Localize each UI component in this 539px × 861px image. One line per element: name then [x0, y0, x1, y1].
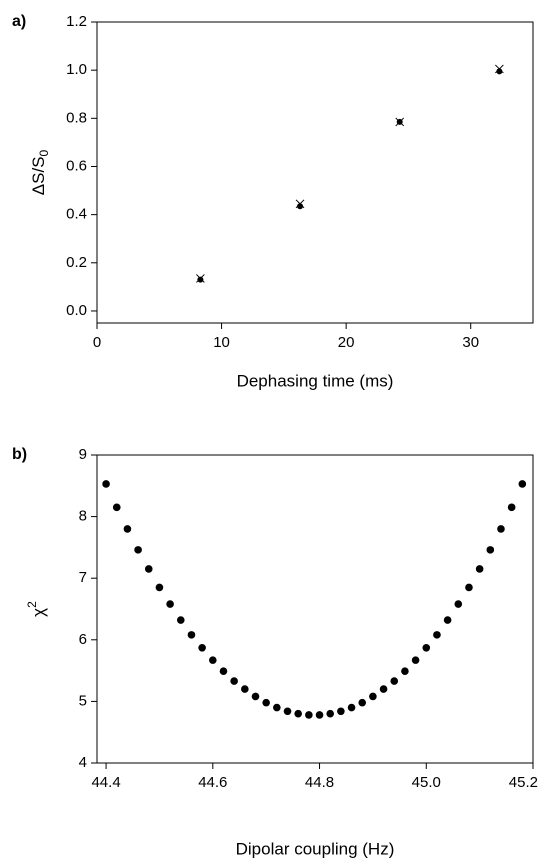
- y-tick-label: 8: [79, 508, 87, 525]
- y-tick-label: 1.2: [66, 13, 87, 30]
- dot-marker: [422, 644, 431, 652]
- dot-marker: [176, 616, 185, 624]
- y-tick-label: 0.0: [66, 302, 87, 319]
- dot-marker: [518, 480, 527, 488]
- y-axis-label: ΔS/S0: [29, 149, 51, 195]
- dot-marker: [411, 656, 420, 664]
- x-axis-label: Dephasing time (ms): [237, 371, 394, 390]
- dot-marker: [230, 677, 238, 685]
- dot-marker: [454, 600, 463, 608]
- x-tick-label: 30: [462, 334, 479, 351]
- dot-marker: [475, 565, 484, 573]
- dot-marker: [134, 546, 142, 554]
- dot-marker: [401, 667, 409, 676]
- dot-marker: [241, 685, 249, 693]
- dot-marker: [465, 583, 473, 592]
- plot-frame: [96, 21, 534, 324]
- y-tick-label: 1.0: [66, 61, 87, 78]
- y-tick-label: 4: [79, 754, 87, 771]
- y-tick-label: 9: [79, 446, 87, 463]
- x-tick-label: 10: [213, 334, 230, 351]
- dot-marker: [358, 698, 367, 707]
- dot-marker: [273, 703, 281, 712]
- dot-marker: [112, 503, 121, 512]
- dot-marker: [262, 698, 270, 707]
- y-axis-label-text: χ: [29, 608, 48, 617]
- dot-marker: [433, 631, 441, 639]
- x-tick-label: 44.8: [305, 774, 334, 791]
- cross-stroke: [295, 199, 305, 209]
- dot-marker: [443, 616, 452, 624]
- y-tick-label: 0.4: [66, 206, 87, 223]
- x-tick-label: 0: [93, 334, 101, 351]
- y-axis-label-superscript: 2: [25, 601, 39, 608]
- panel-label: a): [12, 13, 26, 30]
- dot-marker: [144, 565, 153, 573]
- dot-marker: [251, 692, 260, 701]
- y-tick-label: 5: [79, 692, 87, 709]
- cross-stroke: [395, 117, 405, 127]
- x-axis-label: Dipolar coupling (Hz): [236, 839, 395, 858]
- y-tick-label: 0.2: [66, 254, 87, 271]
- x-tick-label: 45.2: [509, 774, 538, 791]
- cross-marker: [395, 117, 405, 127]
- cross-marker: [196, 274, 205, 283]
- dot-marker: [155, 583, 164, 592]
- dot-marker: [486, 546, 495, 554]
- dot-marker: [315, 711, 324, 719]
- cross-stroke: [495, 64, 504, 74]
- dot-marker: [283, 707, 292, 716]
- dot-marker: [219, 667, 228, 676]
- dot-marker: [507, 503, 516, 512]
- x-tick-label: 44.4: [91, 774, 120, 791]
- y-tick-label: 0.6: [66, 157, 87, 174]
- dot-marker: [337, 707, 345, 716]
- panel-label: b): [12, 446, 27, 463]
- dot-marker: [198, 644, 206, 652]
- cross-marker: [495, 64, 504, 74]
- dot-marker: [369, 692, 377, 701]
- cross-marker: [295, 199, 305, 209]
- cross-stroke: [196, 274, 205, 283]
- plot-frame: [96, 454, 534, 764]
- dot-marker: [347, 703, 356, 712]
- dot-marker: [166, 600, 174, 608]
- dot-marker: [326, 709, 335, 718]
- dot-marker: [379, 685, 388, 693]
- dot-marker: [497, 525, 505, 533]
- y-tick-label: 7: [79, 569, 87, 586]
- dot-marker: [123, 525, 132, 533]
- dot-marker: [102, 480, 110, 488]
- y-tick-label: 0.8: [66, 109, 87, 126]
- y-tick-label: 6: [79, 631, 87, 648]
- y-axis-label: χ2: [25, 601, 48, 617]
- dot-marker: [187, 631, 196, 639]
- dot-marker: [294, 709, 302, 718]
- x-tick-label: 44.6: [198, 774, 227, 791]
- y-axis-label-text: ΔS/S: [29, 156, 48, 195]
- y-axis-label-subscript: 0: [37, 149, 51, 156]
- dot-marker: [197, 276, 204, 283]
- dot-marker: [305, 711, 313, 719]
- dot-marker: [390, 677, 399, 685]
- dot-marker: [209, 656, 217, 664]
- x-tick-label: 20: [338, 334, 355, 351]
- x-tick-label: 45.0: [412, 774, 441, 791]
